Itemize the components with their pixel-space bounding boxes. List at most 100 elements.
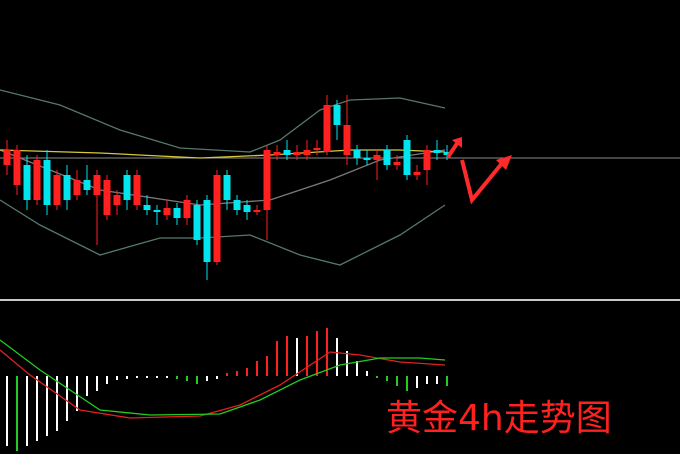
indicator-line xyxy=(0,339,446,416)
candle xyxy=(433,140,441,160)
forecast-arrow xyxy=(446,137,512,205)
candle xyxy=(393,155,401,170)
macd-bar xyxy=(96,376,98,391)
macd-bar xyxy=(26,376,28,446)
macd-bar xyxy=(266,356,268,376)
candle xyxy=(313,140,321,155)
macd-bar xyxy=(86,376,88,396)
macd-bar xyxy=(46,376,48,436)
macd-bar xyxy=(306,336,308,376)
candle xyxy=(293,145,301,160)
candle xyxy=(353,145,361,165)
candle-body xyxy=(33,160,41,200)
indicator-line xyxy=(0,199,446,266)
macd-bar xyxy=(16,376,18,451)
macd-bar xyxy=(406,376,408,391)
candle-body xyxy=(3,150,11,165)
candle xyxy=(43,150,51,215)
candle-body xyxy=(383,150,391,165)
candle xyxy=(163,200,171,220)
candle xyxy=(123,170,131,210)
candle-body xyxy=(203,200,211,262)
candle-body xyxy=(63,175,71,200)
macd-bar xyxy=(166,376,168,378)
candle xyxy=(253,205,261,215)
candle xyxy=(203,195,211,280)
candle-body xyxy=(443,152,451,155)
candle-body xyxy=(393,162,401,165)
macd-panel xyxy=(0,328,448,451)
candle-body xyxy=(423,150,431,170)
macd-bar xyxy=(396,376,398,386)
candle-body xyxy=(253,210,261,212)
candle-body xyxy=(233,200,241,210)
candle-body xyxy=(103,180,111,215)
candle xyxy=(143,195,151,215)
macd-bar xyxy=(286,336,288,376)
candle xyxy=(13,145,21,195)
candle xyxy=(303,140,311,160)
candle xyxy=(153,205,161,225)
macd-bar xyxy=(416,376,418,388)
macd-bar xyxy=(186,376,188,381)
candle xyxy=(213,170,221,265)
macd-bar xyxy=(6,376,8,446)
arrow-up xyxy=(446,140,460,159)
candle-body xyxy=(363,158,371,160)
candle xyxy=(23,155,31,210)
candle-body xyxy=(293,152,301,155)
candle xyxy=(323,95,331,155)
candle xyxy=(33,155,41,205)
macd-bar xyxy=(76,376,78,411)
candle xyxy=(403,135,411,180)
arrow-head xyxy=(496,155,512,170)
candle-body xyxy=(13,150,21,185)
candle-body xyxy=(323,105,331,152)
candle xyxy=(443,145,451,160)
macd-bar xyxy=(426,376,428,384)
macd-bar xyxy=(126,376,128,379)
macd-bar xyxy=(196,376,198,384)
candle xyxy=(283,140,291,160)
macd-bar xyxy=(146,376,148,378)
candle-body xyxy=(403,140,411,175)
candle xyxy=(343,95,351,165)
macd-bar xyxy=(276,341,278,376)
candle-body xyxy=(183,200,191,218)
macd-bar xyxy=(246,368,248,376)
macd-bar xyxy=(236,371,238,376)
macd-bar xyxy=(356,361,358,376)
candle xyxy=(83,165,91,195)
candle-body xyxy=(433,150,441,153)
candle-body xyxy=(333,105,341,125)
macd-bar xyxy=(386,376,388,381)
chart-title: 黄金4h走势图 xyxy=(386,398,612,439)
candle xyxy=(423,145,431,185)
candle-body xyxy=(273,152,281,155)
candle-body xyxy=(133,175,141,205)
macd-bar xyxy=(206,376,208,381)
macd-bar xyxy=(336,338,338,376)
candle xyxy=(263,145,271,240)
macd-bar xyxy=(446,376,448,386)
macd-bar xyxy=(296,338,298,376)
candle xyxy=(53,170,61,210)
candle xyxy=(113,190,121,215)
candle-body xyxy=(243,205,251,212)
macd-bar xyxy=(226,373,228,376)
macd-bar xyxy=(436,376,438,384)
candle xyxy=(413,165,421,180)
candle xyxy=(373,150,381,180)
candle xyxy=(183,195,191,225)
candle-body xyxy=(373,155,381,160)
candle-body xyxy=(413,172,421,175)
candle-body xyxy=(73,180,81,195)
macd-bar xyxy=(136,376,138,378)
candle-body xyxy=(53,175,61,205)
macd-bar xyxy=(256,361,258,376)
candle xyxy=(243,200,251,220)
macd-bar xyxy=(216,376,218,379)
candle-body xyxy=(43,160,51,205)
